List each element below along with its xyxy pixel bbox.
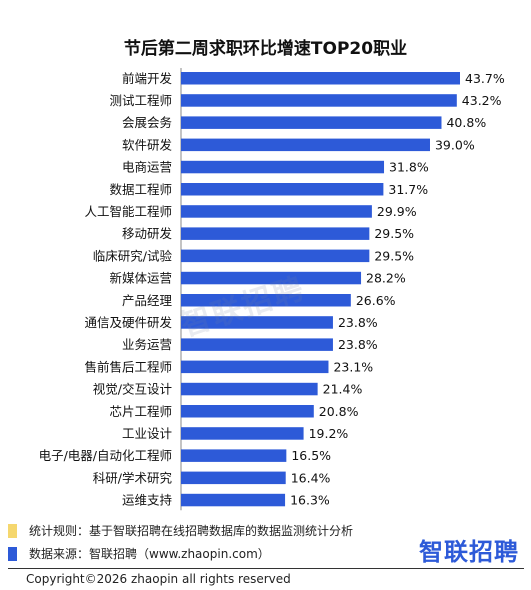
brand-logo: 智联招聘 — [419, 538, 519, 566]
category-label: 会展会务 — [122, 115, 172, 130]
value-label: 43.2% — [462, 93, 502, 108]
category-label: 芯片工程师 — [109, 404, 172, 419]
value-label: 16.3% — [290, 493, 330, 508]
value-label: 23.8% — [338, 337, 378, 352]
bar — [181, 449, 287, 462]
category-label: 售前售后工程师 — [84, 359, 172, 374]
category-label: 业务运营 — [122, 337, 172, 352]
value-label: 20.8% — [319, 404, 359, 419]
bar — [181, 116, 442, 129]
copyright-text: Copyright©2026 zhaopin all rights reserv… — [26, 572, 291, 586]
note-stat-rule-text: 统计规则：基于智联招聘在线招聘数据库的数据监测统计分析 — [29, 524, 354, 538]
value-label: 39.0% — [435, 137, 475, 152]
category-label: 电子/电器/自动化工程师 — [39, 448, 172, 463]
category-label: 新媒体运营 — [109, 271, 172, 286]
category-label: 运维支持 — [122, 493, 172, 508]
category-label: 通信及硬件研发 — [84, 315, 172, 330]
value-label: 23.8% — [338, 315, 378, 330]
bar — [181, 72, 460, 85]
bar — [181, 227, 370, 240]
footer-divider — [8, 568, 524, 569]
bar-chart: 前端开发 43.7% 测试工程师 43.2% 会展会务 40.8% 软件研发 39.0% 电商运… — [39, 68, 505, 511]
bar — [181, 382, 318, 396]
category-label: 产品经理 — [122, 293, 173, 308]
bar — [181, 138, 430, 152]
category-label: 前端开发 — [122, 71, 173, 86]
value-label: 43.7% — [465, 71, 505, 86]
bar — [181, 160, 385, 174]
category-label: 测试工程师 — [109, 93, 172, 108]
value-label: 31.7% — [388, 182, 428, 197]
value-label: 29.5% — [374, 248, 414, 263]
note-data-source-swatch — [8, 546, 17, 561]
bar — [181, 360, 329, 374]
value-label: 29.5% — [374, 226, 414, 241]
category-label: 软件研发 — [122, 137, 173, 152]
bar — [181, 471, 286, 485]
bar — [181, 493, 286, 507]
value-label: 21.4% — [323, 382, 363, 397]
category-label: 数据工程师 — [109, 182, 172, 197]
bar — [181, 183, 384, 196]
bar — [181, 338, 333, 351]
value-label: 31.8% — [389, 160, 429, 175]
bar — [181, 94, 457, 107]
category-label: 人工智能工程师 — [84, 204, 172, 219]
bar — [181, 405, 314, 418]
value-label: 29.9% — [377, 204, 417, 219]
bar — [181, 427, 304, 440]
value-label: 16.5% — [291, 448, 331, 463]
category-label: 临床研究/试验 — [93, 248, 173, 263]
bar — [181, 271, 362, 285]
value-label: 26.6% — [356, 293, 396, 308]
bar — [181, 316, 333, 329]
value-label: 40.8% — [446, 115, 486, 130]
category-label: 移动研发 — [122, 226, 173, 241]
note-stat-rule-swatch — [8, 523, 17, 538]
category-label: 工业设计 — [122, 426, 172, 441]
bar — [181, 249, 370, 263]
chart-title: 节后第二周求职环比增速TOP20职业 — [123, 39, 408, 59]
category-label: 视觉/交互设计 — [93, 382, 172, 397]
value-label: 19.2% — [309, 426, 349, 441]
note-data-source: 数据来源：智联招聘（www.zhaopin.com） — [8, 545, 270, 562]
note-stat-rule: 统计规则：基于智联招聘在线招聘数据库的数据监测统计分析 — [8, 522, 353, 539]
value-label: 16.4% — [291, 470, 331, 485]
category-label: 科研/学术研究 — [93, 470, 173, 485]
note-data-source-text: 数据来源：智联招聘（www.zhaopin.com） — [29, 547, 270, 561]
value-label: 28.2% — [366, 271, 406, 286]
bar — [181, 205, 372, 218]
value-label: 23.1% — [333, 359, 373, 374]
bar — [181, 294, 351, 307]
category-label: 电商运营 — [122, 160, 172, 175]
